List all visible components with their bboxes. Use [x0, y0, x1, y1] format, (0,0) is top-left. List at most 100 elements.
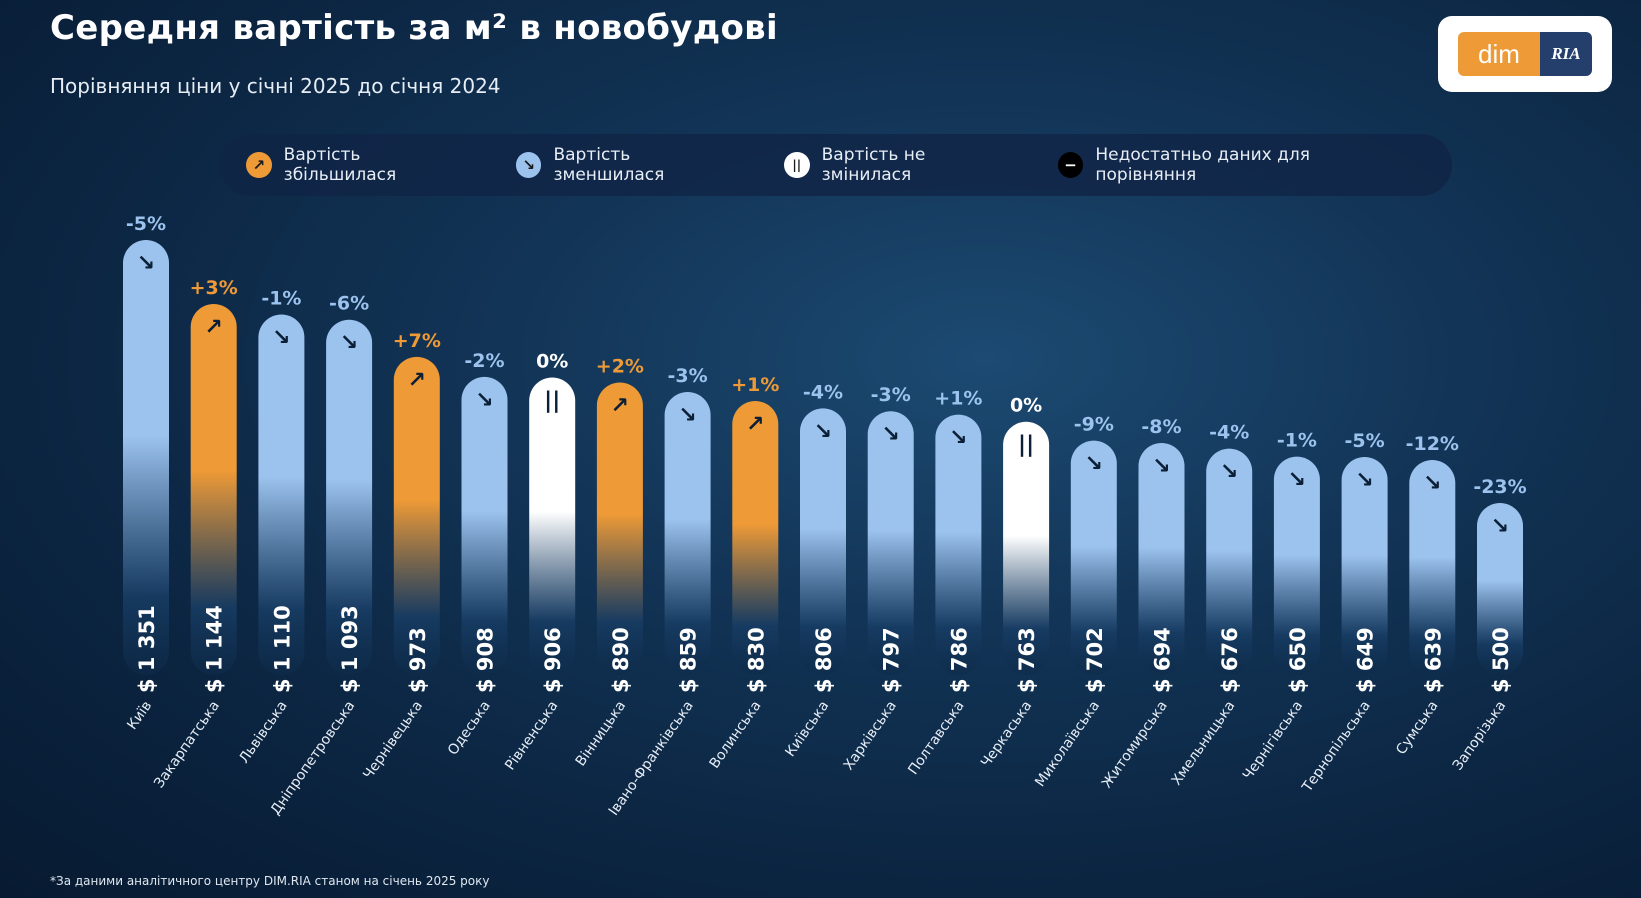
arrow-down-right-icon: ↘ — [340, 331, 358, 356]
bar-4 — [393, 356, 440, 675]
dim-ria-logo: dim RIA — [1438, 16, 1612, 92]
bar-8 — [664, 392, 711, 675]
legend-item-no-data: − Недостатньо даних для порівняння — [1057, 145, 1412, 185]
value-label: $ 702 — [1083, 627, 1107, 693]
arrow-down-right-icon: ↘ — [272, 325, 290, 350]
value-label: $ 1 110 — [270, 605, 294, 693]
category-label: Рівненська — [502, 698, 561, 773]
arrow-down-right-icon: ↘ — [881, 422, 899, 447]
arrow-down-right-icon: ↘ — [1355, 468, 1373, 493]
arrow-down-right-icon: ↘ — [1220, 460, 1238, 485]
change-label: +1% — [934, 388, 982, 410]
bar-15 — [1138, 443, 1185, 675]
arrow-up-right-icon: ↗ — [204, 315, 222, 340]
arrow-down-right-icon: ↘ — [1288, 468, 1306, 493]
change-label: -8% — [1141, 416, 1181, 438]
arrow-down-right-icon: ↘ — [1152, 454, 1170, 479]
change-label: -1% — [1277, 430, 1317, 452]
change-label: -23% — [1473, 476, 1526, 498]
change-label: 0% — [536, 351, 568, 373]
change-label: +1% — [731, 374, 779, 396]
bar-11 — [867, 411, 914, 675]
bar-14 — [1070, 440, 1117, 675]
bar-0 — [123, 240, 169, 675]
category-label: Київ — [124, 698, 155, 733]
arrow-up-right-icon: ↗ — [611, 393, 629, 418]
change-label: -5% — [1345, 430, 1385, 452]
bar-3 — [326, 319, 373, 675]
value-label: $ 908 — [474, 627, 498, 693]
category-label: Вінницька — [573, 698, 630, 769]
category-label: Волинська — [707, 698, 765, 771]
change-label: -4% — [803, 381, 843, 403]
bar-10 — [800, 408, 846, 675]
legend-label-increase: Вартість збільшилася — [283, 145, 397, 185]
category-label: Житомирська — [1099, 698, 1171, 791]
pause-icon: || — [783, 152, 810, 178]
value-label: $ 973 — [406, 627, 430, 693]
bar-17 — [1273, 456, 1320, 675]
change-label: -3% — [871, 384, 911, 406]
page-subtitle: Порівняння ціни у січні 2025 до січня 20… — [50, 74, 501, 98]
arrow-down-right-icon: ↘ — [814, 419, 832, 444]
legend-item-unchanged: || Вартість не змінилася — [783, 145, 1018, 185]
value-label: $ 786 — [947, 627, 971, 693]
legend-label-decrease: Вартість зменшилася — [553, 145, 665, 185]
value-label: $ 1 144 — [203, 605, 227, 693]
change-label: -2% — [464, 350, 504, 372]
category-label: Черкаська — [978, 698, 1035, 770]
value-label: $ 676 — [1218, 627, 1242, 693]
bar-20 — [1477, 503, 1523, 675]
pause-icon: || — [1018, 433, 1034, 458]
bar-2 — [258, 314, 305, 675]
category-label: Львівська — [236, 698, 290, 766]
value-label: $ 797 — [880, 627, 904, 693]
change-label: +7% — [393, 330, 441, 352]
value-label: $ 500 — [1489, 627, 1513, 693]
change-label: +3% — [190, 277, 238, 299]
category-label: Полтавська — [905, 698, 967, 778]
bar-16 — [1206, 448, 1253, 675]
category-label: Сумська — [1393, 698, 1441, 758]
bar-18 — [1341, 456, 1388, 675]
value-label: $ 650 — [1286, 627, 1310, 693]
category-label: Запорізька — [1450, 698, 1509, 773]
change-label: -3% — [668, 365, 708, 387]
value-label: $ 649 — [1354, 627, 1378, 693]
bar-1 — [190, 303, 237, 675]
page-title: Середня вартість за м² в новобудові — [50, 8, 778, 48]
value-label: $ 906 — [541, 627, 565, 693]
category-label: Тернопільська — [1299, 698, 1374, 796]
category-label: Миколаївська — [1032, 698, 1103, 790]
change-label: -9% — [1074, 414, 1114, 436]
legend: ↗ Вартість збільшилася ↘ Вартість зменши… — [220, 134, 1452, 196]
arrow-down-right-icon: ↘ — [678, 403, 696, 428]
value-label: $ 806 — [812, 627, 836, 693]
value-label: $ 1 351 — [135, 605, 159, 693]
change-label: -1% — [261, 287, 301, 309]
arrow-up-right-icon: ↗ — [246, 152, 272, 178]
value-label: $ 763 — [1015, 627, 1039, 693]
category-label: Київська — [782, 698, 832, 760]
change-label: -4% — [1209, 422, 1249, 444]
category-label: Чернігівська — [1240, 698, 1306, 783]
value-label: $ 830 — [744, 627, 768, 693]
footnote: *За даними аналітичного центру DIM.RIA с… — [50, 874, 490, 888]
logo-ria-text: RIA — [1540, 32, 1592, 76]
arrow-down-right-icon: ↘ — [475, 388, 493, 413]
bar-6 — [529, 377, 576, 675]
arrow-down-right-icon: ↘ — [949, 426, 967, 451]
change-label: -5% — [126, 213, 166, 235]
minus-icon: − — [1057, 152, 1084, 178]
arrow-down-right-icon: ↘ — [137, 251, 155, 276]
arrow-up-right-icon: ↗ — [408, 368, 426, 393]
category-label: Хмельницька — [1169, 698, 1239, 788]
category-label: Харківська — [841, 698, 900, 773]
legend-label-unchanged: Вартість не змінилася — [821, 145, 926, 185]
value-label: $ 859 — [677, 627, 701, 693]
legend-item-decrease: ↘ Вартість зменшилася — [515, 145, 744, 185]
legend-item-increase: ↗ Вартість збільшилася — [246, 145, 476, 185]
arrow-down-right-icon: ↘ — [1085, 452, 1103, 477]
arrow-down-right-icon: ↘ — [515, 152, 542, 178]
